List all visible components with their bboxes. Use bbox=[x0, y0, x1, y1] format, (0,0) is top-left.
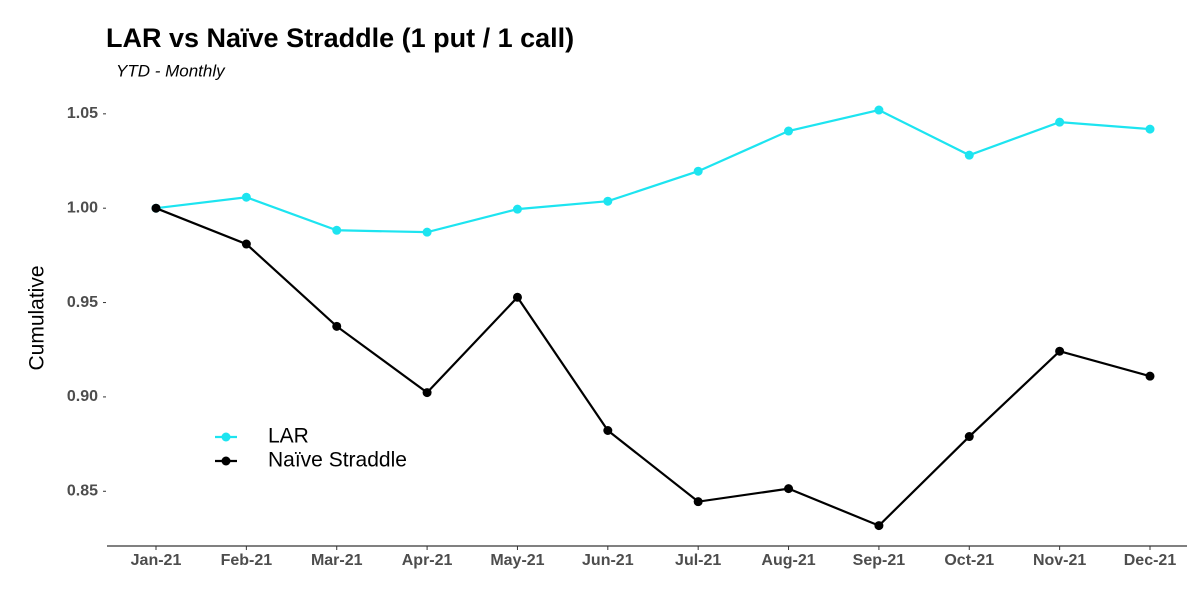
x-tick-label: May-21 bbox=[490, 552, 544, 569]
data-point bbox=[874, 521, 884, 531]
y-axis-label: Cumulative bbox=[26, 265, 49, 370]
data-point bbox=[241, 239, 251, 249]
data-point bbox=[784, 126, 794, 136]
data-point bbox=[1145, 124, 1155, 134]
data-point bbox=[964, 432, 974, 442]
data-point bbox=[512, 292, 522, 302]
x-tick-label: Jun-21 bbox=[582, 552, 634, 569]
data-point bbox=[874, 105, 884, 115]
x-tick-label: Apr-21 bbox=[402, 552, 453, 569]
x-tick-label: Nov-21 bbox=[1033, 552, 1086, 569]
data-point bbox=[693, 497, 703, 507]
data-point bbox=[422, 388, 432, 398]
x-tick-label: Mar-21 bbox=[311, 552, 363, 569]
data-point bbox=[512, 204, 522, 214]
y-tick-label: 1.00 bbox=[67, 199, 98, 216]
series-line bbox=[155, 108, 1151, 234]
data-point bbox=[1055, 346, 1065, 356]
y-tick-label: 0.95 bbox=[67, 294, 98, 311]
legend-key-dot bbox=[221, 432, 231, 442]
chart-title: LAR vs Naïve Straddle (1 put / 1 call) bbox=[106, 23, 574, 53]
series-line bbox=[155, 207, 1151, 527]
data-point bbox=[422, 227, 432, 237]
data-point bbox=[693, 166, 703, 176]
data-point bbox=[1145, 371, 1155, 381]
data-point bbox=[332, 225, 342, 235]
data-point bbox=[241, 192, 251, 202]
data-point bbox=[1055, 117, 1065, 127]
data-point bbox=[332, 321, 342, 331]
chart-subtitle: YTD - Monthly bbox=[116, 61, 226, 80]
x-tick-label: Aug-21 bbox=[761, 552, 815, 569]
data-point bbox=[603, 426, 613, 436]
y-tick-label: 1.05 bbox=[67, 105, 98, 122]
x-tick-label: Sep-21 bbox=[853, 552, 906, 569]
legend-label: LAR bbox=[268, 425, 309, 448]
x-tick-label: Feb-21 bbox=[221, 552, 273, 569]
y-tick-label: 0.85 bbox=[67, 482, 98, 499]
legend-label: Naïve Straddle bbox=[268, 449, 407, 472]
x-tick-label: Oct-21 bbox=[944, 552, 994, 569]
data-point bbox=[964, 150, 974, 160]
data-point bbox=[784, 484, 794, 494]
x-tick-label: Dec-21 bbox=[1124, 552, 1177, 569]
x-tick-label: Jan-21 bbox=[131, 552, 182, 569]
y-tick-label: 0.90 bbox=[67, 388, 98, 405]
data-point bbox=[603, 196, 613, 206]
x-tick-label: Jul-21 bbox=[675, 552, 721, 569]
data-point bbox=[151, 203, 161, 213]
legend-key-dot bbox=[221, 456, 231, 466]
